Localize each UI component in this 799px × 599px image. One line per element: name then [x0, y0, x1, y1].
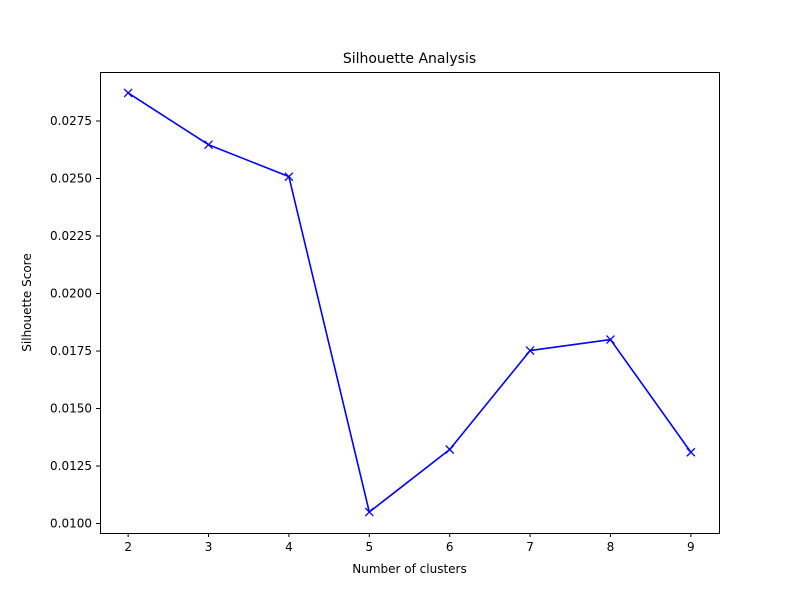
x-tick-label: 2: [124, 540, 132, 554]
data-point-marker: [123, 88, 133, 98]
x-tick-label: 7: [526, 540, 534, 554]
y-tick-label: 0.0125: [50, 459, 92, 473]
data-point-marker: [364, 507, 374, 517]
y-tick-label: 0.0250: [50, 172, 92, 186]
y-tick-label: 0.0175: [50, 344, 92, 358]
x-tick-label: 8: [607, 540, 615, 554]
data-point-marker: [606, 335, 615, 344]
series-line: [127, 92, 692, 513]
plot-frame: [100, 72, 720, 534]
x-tick-label: 4: [285, 540, 293, 554]
x-tick-label: 3: [205, 540, 213, 554]
plot-content: [123, 88, 696, 517]
chart-title: Silhouette Analysis: [343, 51, 476, 67]
y-tick-label: 0.0200: [50, 287, 92, 301]
y-axis-ticks: 0.0100 0.0125 0.0150 0.0175 0.0200 0.0225 0.02…: [50, 114, 100, 531]
y-tick-label: 0.0275: [50, 114, 92, 128]
y-tick-label: 0.0100: [50, 517, 92, 531]
data-point-marker: [686, 447, 696, 457]
x-axis-label: Number of clusters: [352, 562, 466, 576]
y-axis-label: Silhouette Score: [20, 253, 34, 351]
data-point-marker: [525, 346, 535, 356]
data-point-marker: [445, 445, 455, 454]
y-tick-label: 0.0225: [50, 229, 92, 243]
y-tick-label: 0.0150: [50, 402, 92, 416]
x-tick-label: 5: [365, 540, 373, 554]
data-point-marker: [204, 140, 213, 150]
data-point-marker: [284, 172, 294, 182]
x-tick-label: 6: [446, 540, 454, 554]
x-tick-label: 9: [687, 540, 695, 554]
x-axis-ticks: 2 3 4 5 6 7 8 9: [124, 533, 695, 554]
